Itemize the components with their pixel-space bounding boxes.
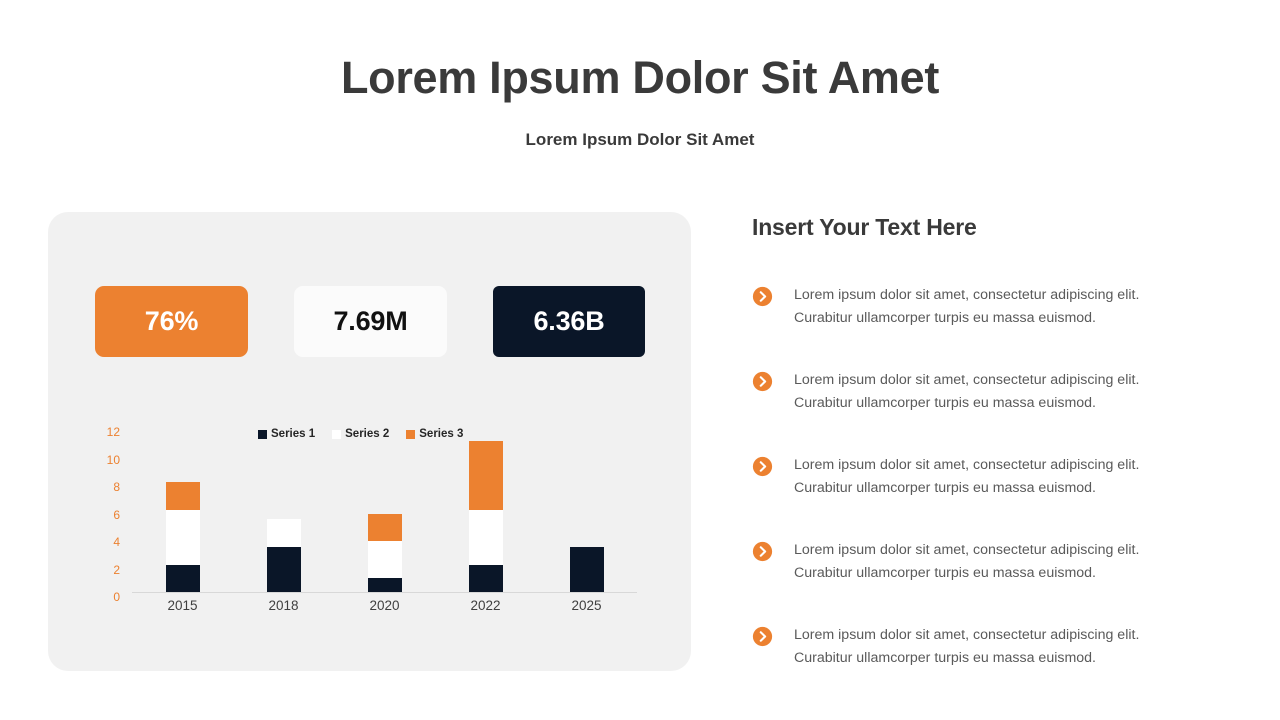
bullet-text: Lorem ipsum dolor sit amet, consectetur … — [794, 457, 1140, 496]
bar-segment-series-1[interactable] — [266, 546, 301, 592]
chevron-right-circle-icon — [752, 371, 773, 392]
chevron-right-circle-icon — [752, 626, 773, 647]
legend-label: Series 1 — [271, 428, 316, 440]
chevron-right-circle-icon — [752, 541, 773, 562]
bar-group[interactable] — [165, 482, 200, 592]
x-tick-label: 2018 — [268, 598, 299, 613]
bar-segment-series-3[interactable] — [468, 440, 503, 510]
bar-segment-series-3[interactable] — [367, 513, 402, 542]
bar-segment-series-2[interactable] — [367, 541, 402, 579]
bar-segment-series-1[interactable] — [367, 578, 402, 592]
chart-plot-area — [132, 427, 637, 592]
x-tick-label: 2022 — [470, 598, 501, 613]
legend-item-series-1[interactable]: Series 1 — [258, 428, 315, 440]
bullet-text: Lorem ipsum dolor sit amet, consectetur … — [794, 372, 1140, 411]
legend-swatch-series-2 — [332, 429, 342, 439]
kpi-value: 6.36B — [533, 306, 605, 336]
page-title: Lorem Ipsum Dolor Sit Amet — [340, 52, 940, 103]
y-tick-label: 2 — [113, 562, 120, 577]
y-tick-label: 10 — [106, 452, 120, 467]
bullet-item: Lorem ipsum dolor sit amet, consectetur … — [752, 624, 1184, 670]
kpi-value: 76% — [144, 306, 199, 336]
legend-label: Series 3 — [419, 428, 464, 440]
bar-segment-series-2[interactable] — [468, 509, 503, 565]
x-tick-label: 2025 — [571, 598, 602, 613]
bullet-item: Lorem ipsum dolor sit amet, consectetur … — [752, 539, 1184, 585]
chart-y-axis: 0 2 4 6 8 10 12 — [92, 426, 120, 603]
stacked-bar-chart: Series 1 Series 2 Series 3 0 2 4 6 8 10 12 201… — [48, 212, 691, 671]
bullet-text: Lorem ipsum dolor sit amet, consectetur … — [794, 542, 1140, 581]
kpi-tile-3[interactable]: 6.36B — [493, 286, 645, 357]
x-tick-label: 2015 — [167, 598, 198, 613]
bullet-text: Lorem ipsum dolor sit amet, consectetur … — [794, 287, 1140, 326]
bar-segment-series-1[interactable] — [569, 546, 604, 592]
bar-group[interactable] — [367, 513, 402, 592]
page-subtitle: Lorem Ipsum Dolor Sit Amet — [525, 130, 755, 149]
bullet-item: Lorem ipsum dolor sit amet, consectetur … — [752, 454, 1184, 500]
bar-segment-series-1[interactable] — [468, 564, 503, 592]
legend-item-series-3[interactable]: Series 3 — [406, 428, 463, 440]
chart-legend: Series 1 Series 2 Series 3 — [258, 428, 463, 440]
chevron-right-circle-icon — [752, 286, 773, 307]
bullet-item: Lorem ipsum dolor sit amet, consectetur … — [752, 369, 1184, 415]
bar-group[interactable] — [569, 546, 604, 592]
bar-segment-series-2[interactable] — [165, 509, 200, 565]
kpi-tile-1[interactable]: 76% — [95, 286, 248, 357]
legend-item-series-2[interactable]: Series 2 — [332, 428, 389, 440]
bar-group[interactable] — [468, 440, 503, 592]
bar-segment-series-3[interactable] — [165, 482, 200, 510]
kpi-value: 7.69M — [333, 306, 408, 336]
bar-segment-series-1[interactable] — [165, 564, 200, 592]
y-tick-label: 12 — [106, 425, 120, 439]
x-tick-label: 2020 — [369, 598, 400, 613]
bullet-item: Lorem ipsum dolor sit amet, consectetur … — [752, 284, 1184, 330]
bullet-text: Lorem ipsum dolor sit amet, consectetur … — [794, 627, 1140, 666]
y-tick-label: 6 — [113, 507, 120, 522]
chevron-right-circle-icon — [752, 456, 773, 477]
legend-label: Series 2 — [345, 428, 390, 440]
chart-x-axis: 2015 2018 2020 2022 2025 — [132, 598, 637, 622]
bar-segment-series-2[interactable] — [266, 519, 301, 547]
kpi-row: 76% 7.69M 6.36B — [95, 286, 645, 357]
text-panel: Insert Your Text Here Lorem ipsum dolor … — [752, 214, 1192, 674]
y-tick-label: 8 — [113, 480, 120, 494]
panel-heading: Insert Your Text Here — [752, 214, 977, 240]
legend-swatch-series-3 — [406, 429, 416, 439]
chart-x-axis-line — [132, 592, 637, 593]
y-tick-label: 4 — [113, 535, 120, 549]
chart-card: 76% 7.69M 6.36B Series 1 Series 2 Series… — [48, 212, 691, 671]
bar-group[interactable] — [266, 519, 301, 592]
legend-swatch-series-1 — [258, 429, 267, 439]
y-tick-label: 0 — [113, 590, 120, 604]
kpi-tile-2[interactable]: 7.69M — [294, 286, 447, 357]
